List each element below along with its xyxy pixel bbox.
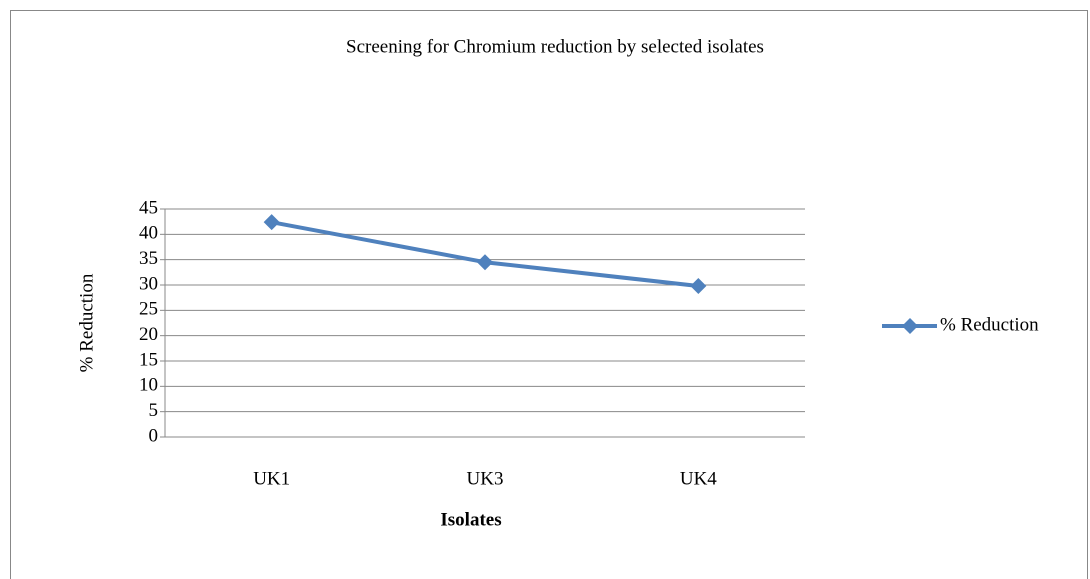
x-tick-label: UK4 <box>680 468 717 489</box>
chart-title: Screening for Chromium reduction by sele… <box>346 36 764 57</box>
y-tick-label: 10 <box>139 375 158 396</box>
y-tick-label: 25 <box>139 299 158 320</box>
y-tick-label: 35 <box>139 248 158 269</box>
series-line <box>271 220 699 289</box>
x-axis-label: Isolates <box>440 509 501 530</box>
chart-border <box>10 10 1088 579</box>
x-tick-label: UK1 <box>253 468 290 489</box>
y-axis-label: % Reduction <box>76 273 97 372</box>
y-tick-label: 40 <box>139 223 158 244</box>
legend-label: % Reduction <box>940 314 1039 335</box>
y-tick-label: 5 <box>149 400 159 421</box>
x-tick-label: UK3 <box>467 468 504 489</box>
y-tick-label: 45 <box>139 197 158 218</box>
y-tick-label: 30 <box>139 273 158 294</box>
point-marker <box>477 254 493 271</box>
point-marker <box>690 278 707 295</box>
y-tick-label: 20 <box>139 324 158 345</box>
y-tick-label: 0 <box>149 425 159 446</box>
legend-marker <box>902 318 918 334</box>
point-marker <box>263 214 280 231</box>
y-tick-label: 15 <box>139 349 158 370</box>
